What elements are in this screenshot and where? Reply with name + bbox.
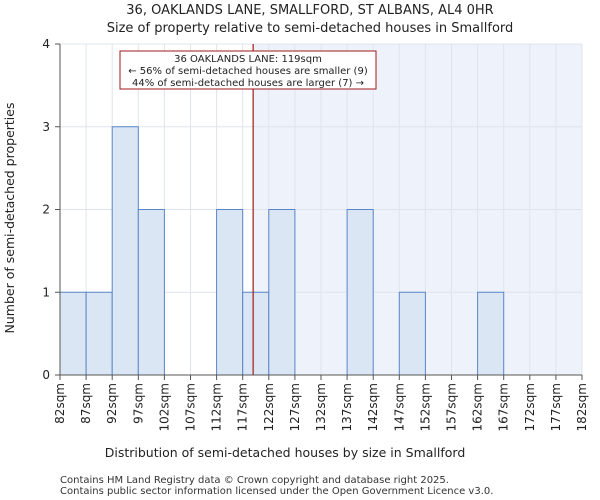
histogram-bar [268,209,296,376]
x-tick-labels: 82sqm 87sqm 92sqm 97sqm 102sqm 107sqm 112sqm 11… [53,383,589,431]
x-tick-label: 127sqm [288,383,302,431]
histogram-bar [85,291,113,376]
y-axis-title: Number of semi-detached properties [2,103,17,334]
footer-line-1: Contains HM Land Registry data © Crown c… [60,475,449,486]
y-tick-label: 1 [42,285,50,299]
x-tick-label: 152sqm [418,383,432,431]
histogram-bar [137,209,165,376]
property-annotation: 36 OAKLANDS LANE: 119sqm ← 56% of semi-d… [119,50,377,90]
annotation-line-1: 36 OAKLANDS LANE: 119sqm [174,54,322,65]
x-tick-label: 102sqm [157,383,171,431]
x-tick-label: 122sqm [262,383,276,431]
x-tick-label: 92sqm [105,383,119,424]
x-tick-label: 157sqm [445,383,459,431]
histogram-bar [242,291,270,376]
x-tick-label: 97sqm [131,383,145,424]
bars [59,126,505,376]
annotation-line-2: ← 56% of semi-detached houses are smalle… [128,66,368,77]
x-tick-label: 107sqm [184,383,198,431]
chart-title-line-1: 36, OAKLANDS LANE, SMALLFORD, ST ALBANS,… [126,3,493,18]
x-tick-label: 82sqm [53,383,67,424]
y-tick-label: 3 [42,120,50,134]
x-tick-label: 172sqm [523,383,537,431]
y-tick-label: 0 [42,368,50,382]
y-tick-label: 2 [42,203,50,217]
chart-title: 36, OAKLANDS LANE, SMALLFORD, ST ALBANS,… [107,3,514,36]
y-tick-labels: 0 1 2 3 4 [42,37,50,382]
x-tick-label: 182sqm [575,383,589,431]
footer-line-2: Contains public sector information licen… [60,486,493,497]
x-tick-label: 117sqm [236,383,250,431]
x-tick-label: 177sqm [549,383,563,431]
y-tick-label: 4 [42,37,50,51]
x-tick-label: 112sqm [210,383,224,431]
x-tick-label: 167sqm [497,383,511,431]
histogram-bar [59,291,87,376]
histogram-bar [216,209,244,376]
histogram-bar [346,209,374,376]
axes [55,43,583,380]
chart-title-line-2: Size of property relative to semi-detach… [107,21,514,36]
x-axis-title: Distribution of semi-detached houses by … [105,445,466,460]
x-tick-label: 142sqm [366,383,380,431]
annotation-box-border [119,50,377,90]
footer-attribution: Contains HM Land Registry data © Crown c… [60,475,493,497]
histogram-bar [111,126,139,376]
x-tick-label: 132sqm [314,383,328,431]
annotation-line-3: 44% of semi-detached houses are larger (… [132,78,364,89]
x-tick-label: 162sqm [471,383,485,431]
histogram-bar [477,291,505,376]
x-tick-label: 147sqm [392,383,406,431]
x-tick-label: 87sqm [79,383,93,424]
x-tick-label: 137sqm [340,383,354,431]
histogram-bar [398,291,426,376]
